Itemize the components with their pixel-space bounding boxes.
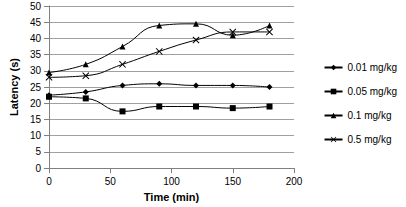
svg-text:10: 10 [30, 130, 42, 141]
svg-text:0: 0 [46, 176, 52, 187]
svg-text:0.5 mg/kg: 0.5 mg/kg [348, 134, 392, 145]
svg-text:Latency (s): Latency (s) [8, 58, 20, 116]
svg-text:0.1 mg/kg: 0.1 mg/kg [348, 110, 392, 121]
svg-text:100: 100 [163, 176, 180, 187]
svg-text:0.05 mg/kg: 0.05 mg/kg [348, 86, 397, 97]
svg-text:15: 15 [30, 114, 42, 125]
svg-text:35: 35 [30, 49, 42, 60]
svg-text:150: 150 [224, 176, 241, 187]
svg-text:50: 50 [105, 176, 117, 187]
svg-text:200: 200 [286, 176, 303, 187]
svg-text:0: 0 [35, 163, 41, 174]
svg-text:20: 20 [30, 98, 42, 109]
svg-text:5: 5 [35, 146, 41, 157]
svg-text:40: 40 [30, 33, 42, 44]
svg-text:45: 45 [30, 17, 42, 28]
svg-text:50: 50 [30, 1, 42, 12]
svg-text:0.01 mg/kg: 0.01 mg/kg [348, 62, 397, 73]
svg-text:25: 25 [30, 82, 42, 93]
svg-text:Time (min): Time (min) [144, 191, 200, 203]
svg-text:30: 30 [30, 65, 42, 76]
